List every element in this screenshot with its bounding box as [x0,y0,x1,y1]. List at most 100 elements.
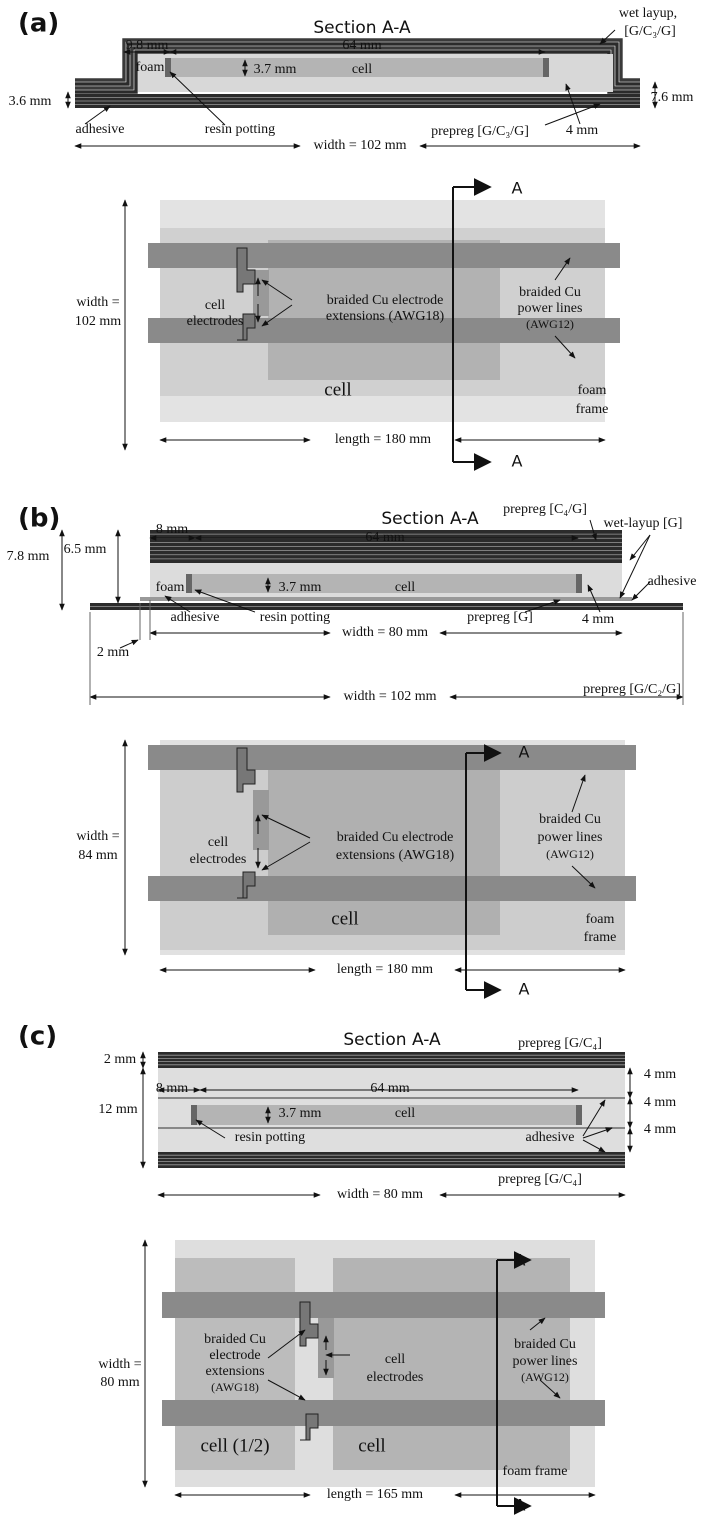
label: (b) [18,504,60,534]
laminate [158,1052,625,1068]
label: Section A-A [343,1030,441,1050]
label: 9.8 mm [126,38,169,53]
label: resin potting [235,1130,305,1145]
label: prepreg [G/C₃/G] [431,124,529,139]
label: 3.6 mm [9,94,52,109]
label: adhesive [171,610,220,625]
label: cell [352,62,372,77]
label: 3.7 mm [254,62,297,77]
label: width = 80 mm [337,1187,423,1202]
label: power lines [513,1354,578,1369]
power-line [148,876,636,901]
label: 3.7 mm [279,580,322,595]
figure: (a) Section A-A 9.8 mm 64 mm wet layup, [G/C₃… [0,0,705,1515]
label: 64 mm [342,38,381,53]
cell-electrodes [253,790,269,850]
power-line [162,1400,605,1426]
label: foam [156,580,185,595]
power-line [148,243,620,268]
label: prepreg [C₄/G] [503,502,587,517]
resin-potting [186,574,192,593]
label: prepreg [G/C₄] [518,1036,602,1051]
resin-potting [191,1105,197,1125]
label: A [519,743,530,762]
label: braided Cu [539,812,601,827]
label: 4 mm [566,123,598,138]
label: (c) [18,1022,57,1052]
label: 6.5 mm [64,542,107,557]
power-line [162,1292,605,1318]
label: electrode [209,1348,260,1363]
label: resin potting [205,122,275,137]
label: cell [395,580,415,595]
label: prepreg [G/C₄] [498,1172,582,1187]
label: frame [584,930,617,945]
label: (a) [18,9,59,39]
label: width = [76,295,119,310]
label: power lines [518,301,583,316]
label: electrodes [367,1370,424,1385]
label: (AWG12) [526,317,574,331]
cell [190,574,580,593]
label: length = 180 mm [335,432,431,447]
label: width = [98,1357,141,1372]
label: power lines [538,830,603,845]
label: cell [358,1435,385,1456]
label: 12 mm [98,1102,137,1117]
label: 7.8 mm [7,549,50,564]
label: foam [586,912,615,927]
label: width = 102 mm [343,689,436,704]
label: prepreg [G/C₂/G] [583,682,681,697]
label: adhesive [648,574,697,589]
label: wet layup, [619,6,677,21]
label: length = 165 mm [327,1487,423,1502]
resin-potting [543,58,549,77]
label: [G/C₃/G] [624,24,676,39]
label: width = 102 mm [313,138,406,153]
label: 3.7 mm [279,1106,322,1121]
label: 7.6 mm [651,90,694,105]
label: cell [205,298,225,313]
label: A [512,452,523,471]
label: 80 mm [100,1375,139,1390]
label: prepreg [G] [467,610,533,625]
label: A [515,1251,526,1270]
label: (AWG18) [211,1380,259,1394]
label: width = 80 mm [342,625,428,640]
shapes [62,30,683,1506]
label: adhesive [526,1130,575,1145]
label: cell [331,908,358,929]
label: extensions [205,1364,264,1379]
label: wet-layup [G] [604,516,683,531]
label: A [519,980,530,999]
label: electrodes [190,852,247,867]
laminate [158,1152,625,1168]
leader-arrow [600,30,615,44]
label: 4 mm [644,1067,676,1082]
cell [195,1105,580,1125]
resin-potting [165,58,171,77]
resin-potting [576,1105,582,1125]
label: cell [385,1352,405,1367]
label: 8 mm [156,1081,188,1096]
label: braided Cu electrode [337,830,454,845]
label: 64 mm [365,530,404,545]
power-line [148,745,636,770]
label: cell (1/2) [200,1435,269,1456]
label: (AWG12) [546,847,594,861]
label: A [515,1496,526,1515]
label: foam [578,383,607,398]
label: extensions (AWG18) [336,848,455,863]
label: extensions (AWG18) [326,309,445,324]
label: foam [136,60,165,75]
page: {"panels": [ {"label": "(a)", "section":… [0,0,705,1515]
label: Section A-A [381,509,479,529]
label: braided Cu [519,285,581,300]
label: 102 mm [75,314,121,329]
label: cell [324,379,351,400]
label: 64 mm [370,1081,409,1096]
label: 4 mm [582,612,614,627]
label: 2 mm [97,645,129,660]
label: electrodes [187,314,244,329]
label: braided Cu electrode [327,293,444,308]
